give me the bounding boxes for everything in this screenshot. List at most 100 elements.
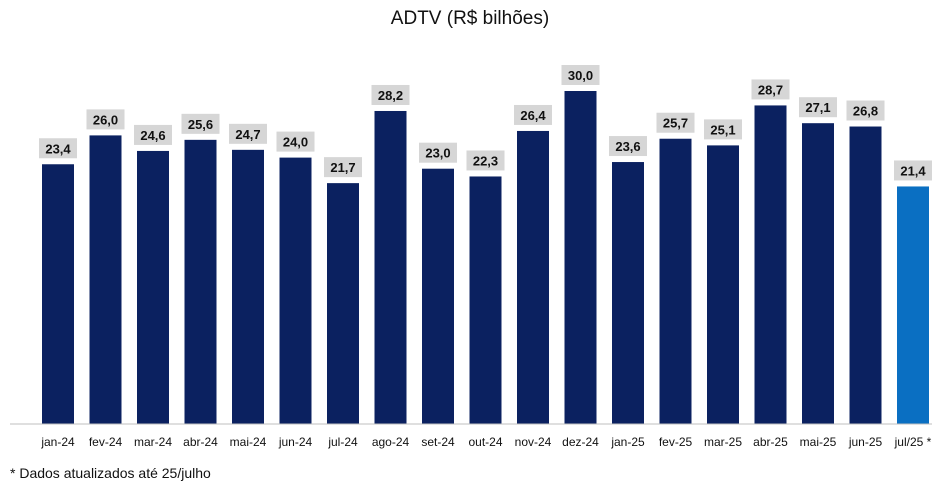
data-label-14: 25,1 <box>704 119 742 140</box>
data-label-background <box>561 65 600 85</box>
data-label-text: 21,4 <box>900 163 926 178</box>
data-label-text: 21,7 <box>330 160 355 175</box>
bar-18 <box>897 186 929 424</box>
x-tick-label-1: fev-24 <box>89 435 123 449</box>
data-label-background <box>656 112 695 133</box>
x-tick-label-6: jul-24 <box>327 435 358 449</box>
x-tick-label-16: mai-25 <box>800 435 837 449</box>
bar-1 <box>89 135 122 424</box>
bar-8 <box>422 168 454 424</box>
data-label-background <box>466 150 505 171</box>
data-label-text: 26,8 <box>853 104 878 119</box>
x-tick-label-17: jun-25 <box>848 435 883 449</box>
data-label-text: 26,0 <box>93 112 118 127</box>
data-label-text: 25,7 <box>663 116 688 131</box>
data-label-text: 25,6 <box>188 117 213 132</box>
bar-3 <box>184 139 217 424</box>
bar-11 <box>564 91 597 424</box>
chart-title: ADTV (R$ bilhões) <box>390 8 550 29</box>
x-tick-label-10: nov-24 <box>515 435 552 449</box>
data-label-text: 23,0 <box>425 146 450 161</box>
data-label-15: 28,7 <box>751 79 790 100</box>
data-label-background <box>751 79 790 100</box>
x-tick-label-9: out-24 <box>468 435 502 449</box>
data-label-background <box>181 113 220 134</box>
data-labels-layer: 23,4 26,0 24,6 25,6 24,7 24,0 21,7 28,2 23,0 22,3… <box>39 65 932 181</box>
bar-10 <box>517 130 549 424</box>
data-label-3: 25,6 <box>181 113 220 134</box>
data-label-text: 22,3 <box>473 153 498 168</box>
data-label-background <box>134 124 172 145</box>
data-label-8: 23,0 <box>419 142 457 163</box>
data-label-10: 26,4 <box>514 104 552 125</box>
data-label-12: 23,6 <box>609 136 647 157</box>
bar-2 <box>137 150 169 424</box>
data-label-text: 28,7 <box>758 82 783 97</box>
data-label-5: 24,0 <box>276 131 315 152</box>
data-label-13: 25,7 <box>656 112 695 133</box>
data-label-text: 23,4 <box>45 141 71 156</box>
bars-layer <box>42 91 929 425</box>
x-tick-label-2: mar-24 <box>134 435 172 449</box>
x-tick-label-5: jun-24 <box>278 435 313 449</box>
data-label-7: 28,2 <box>371 84 410 105</box>
x-tick-label-4: mai-24 <box>230 435 267 449</box>
footnote: * Dados atualizados até 25/julho <box>10 465 211 481</box>
bar-0 <box>42 164 74 424</box>
data-label-text: 24,0 <box>283 135 308 150</box>
bar-9 <box>469 176 502 424</box>
data-label-text: 24,7 <box>235 127 260 142</box>
x-tick-label-7: ago-24 <box>372 435 410 449</box>
data-label-text: 30,0 <box>568 68 593 83</box>
bar-6 <box>327 183 359 424</box>
bar-14 <box>707 145 739 424</box>
data-label-background <box>704 119 742 140</box>
data-label-background <box>324 157 362 178</box>
bar-15 <box>754 105 787 425</box>
data-label-4: 24,7 <box>229 123 267 144</box>
x-tick-label-15: abr-25 <box>753 435 788 449</box>
bar-4 <box>232 149 264 424</box>
data-label-text: 26,4 <box>520 108 546 123</box>
data-label-background <box>86 109 125 130</box>
data-label-16: 27,1 <box>799 97 837 118</box>
data-label-9: 22,3 <box>466 150 505 171</box>
data-label-text: 23,6 <box>615 139 640 154</box>
x-tick-label-18: jul/25 * <box>894 435 932 449</box>
data-label-text: 25,1 <box>710 122 735 137</box>
data-label-11: 30,0 <box>561 65 600 85</box>
data-label-background <box>846 100 885 121</box>
bar-12 <box>612 162 644 425</box>
data-label-text: 27,1 <box>805 100 830 115</box>
x-tick-label-12: jan-25 <box>610 435 645 449</box>
data-label-text: 28,2 <box>378 88 403 103</box>
data-label-text: 24,6 <box>140 128 165 143</box>
data-label-background <box>371 84 410 105</box>
x-tick-label-11: dez-24 <box>562 435 599 449</box>
data-label-6: 21,7 <box>324 157 362 178</box>
bar-7 <box>374 110 407 424</box>
data-label-background <box>229 123 267 144</box>
data-label-background <box>276 131 315 152</box>
data-label-background <box>39 138 77 159</box>
data-label-background <box>419 142 457 163</box>
data-label-background <box>514 104 552 125</box>
data-label-background <box>799 97 837 118</box>
data-label-2: 24,6 <box>134 124 172 145</box>
x-tick-labels-layer: jan-24 fev-24 mar-24 abr-24 mai-24 jun-24 jul-… <box>40 435 931 449</box>
data-label-1: 26,0 <box>86 109 125 130</box>
data-label-18: 21,4 <box>894 160 932 181</box>
data-label-background <box>894 160 932 181</box>
x-tick-label-13: fev-25 <box>659 435 693 449</box>
x-tick-label-14: mar-25 <box>704 435 742 449</box>
x-tick-label-8: set-24 <box>421 435 455 449</box>
bar-16 <box>802 123 834 424</box>
data-label-17: 26,8 <box>846 100 885 121</box>
data-label-0: 23,4 <box>39 138 77 159</box>
x-tick-label-0: jan-24 <box>40 435 75 449</box>
bar-5 <box>279 157 312 424</box>
bar-13 <box>659 138 692 425</box>
data-label-background <box>609 136 647 157</box>
x-tick-label-3: abr-24 <box>183 435 218 449</box>
